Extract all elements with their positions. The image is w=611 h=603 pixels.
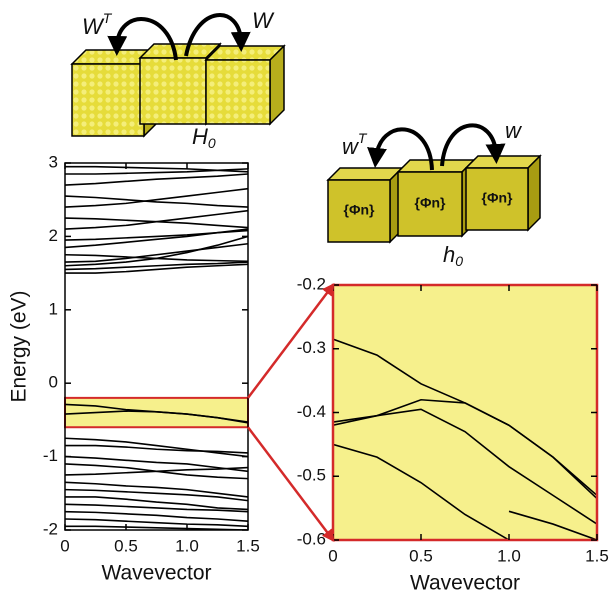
band-line xyxy=(65,468,248,475)
band-line xyxy=(65,438,248,456)
cube-label: {Φn} xyxy=(482,190,513,206)
cube-side xyxy=(270,46,284,124)
diagram-label: wT xyxy=(342,130,368,159)
cube-front xyxy=(140,58,206,124)
x-axis-label: Wavevector xyxy=(101,562,211,585)
y-tick-label: -0.3 xyxy=(297,338,326,357)
x-tick-label: 0 xyxy=(60,536,69,555)
x-tick-label: 1.0 xyxy=(175,536,199,555)
plot: -0.6 -0.5 -0.4 -0.3 -0.2 0 0.5 1.0 1.5 Wavevector xyxy=(297,274,609,594)
y-tick-label: 0 xyxy=(49,373,58,392)
band-line xyxy=(65,446,248,453)
x-tick-label: 1.0 xyxy=(497,546,521,565)
y-tick-label: -0.2 xyxy=(297,274,326,293)
x-tick-label: 0 xyxy=(328,546,337,565)
band-line xyxy=(65,218,248,228)
y-tick-label: -0.6 xyxy=(297,529,326,548)
x-tick-label: 0.5 xyxy=(114,536,138,555)
x-tick-label: 1.5 xyxy=(236,536,260,555)
x-tick-label: 1.5 xyxy=(585,546,609,565)
figure: {Φn} {Φn} {Φn} WT W H0 wT w h0 -2 -1 0 1 2 3 0 0.… xyxy=(0,0,611,603)
cube-diagrams: {Φn} {Φn} {Φn} xyxy=(72,44,540,242)
cube-label: {Φn} xyxy=(344,202,375,218)
plot: -2 -1 0 1 2 3 0 0.5 1.0 1.5 Wavevector Energy (eV) xyxy=(8,152,260,584)
x-tick-label: 0.5 xyxy=(409,546,433,565)
band-line xyxy=(65,169,248,174)
cube-label: {Φn} xyxy=(415,195,446,211)
y-tick-label: 1 xyxy=(49,299,58,318)
cube-side xyxy=(528,156,540,230)
band-line xyxy=(65,244,248,262)
y-tick-label: 2 xyxy=(49,226,58,245)
y-tick-label: 3 xyxy=(49,152,58,171)
y-tick-label: -0.5 xyxy=(297,466,326,485)
y-tick-label: -1 xyxy=(43,446,58,465)
band-line xyxy=(65,167,248,172)
band-line xyxy=(65,490,248,501)
cube-top xyxy=(398,160,474,172)
x-axis-label: Wavevector xyxy=(410,572,520,595)
diagram-label: h0 xyxy=(443,242,463,269)
diagram-label: W xyxy=(252,8,275,33)
band-line xyxy=(65,174,248,185)
y-tick-label: -2 xyxy=(43,519,58,538)
cube-front xyxy=(72,64,144,136)
diagram-label: WT xyxy=(82,10,113,39)
y-tick-label: -0.4 xyxy=(297,402,326,421)
plot-background xyxy=(333,285,597,540)
diagram-label: w xyxy=(505,118,523,143)
diagram-label: H0 xyxy=(192,124,216,151)
y-axis-label: Energy (eV) xyxy=(8,290,31,402)
band-line xyxy=(65,519,248,526)
cube-front xyxy=(206,60,270,124)
